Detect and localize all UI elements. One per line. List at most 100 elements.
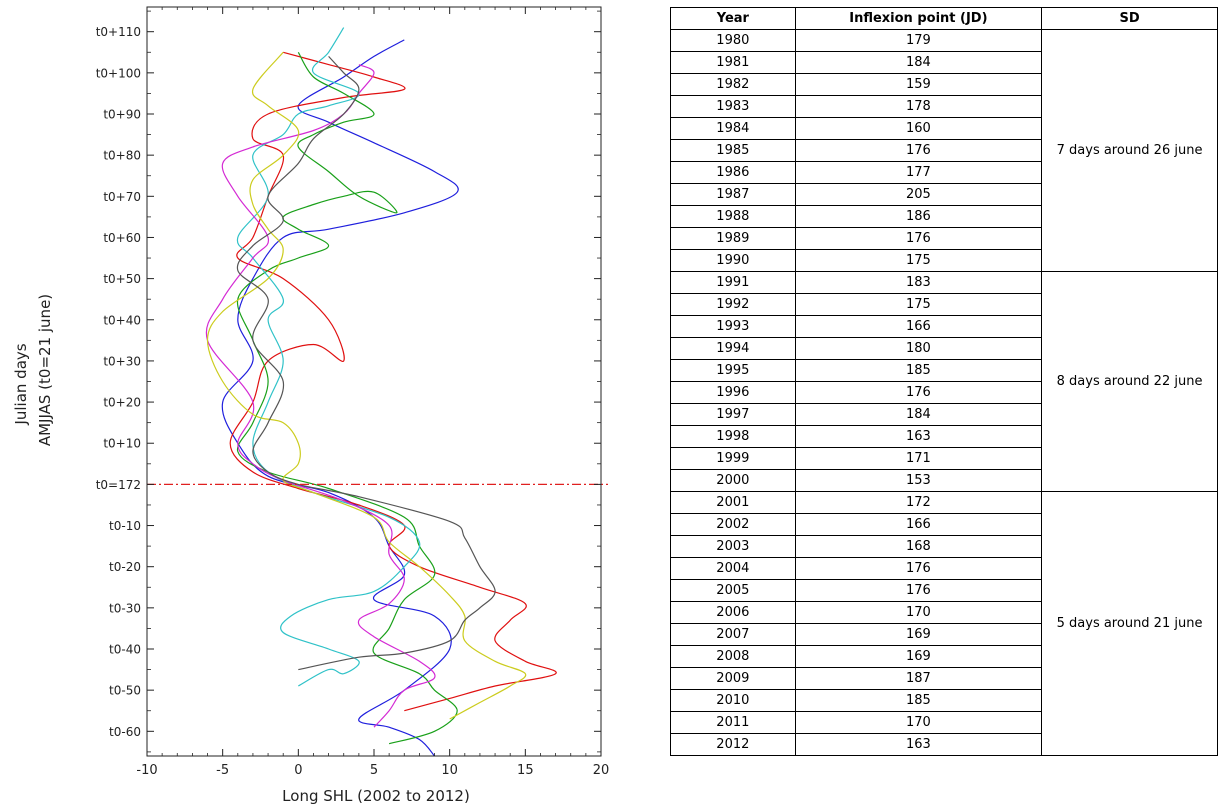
sd-group-cell: 8 days around 22 june [1041, 271, 1218, 492]
y-tick-label: t0=172 [96, 478, 141, 492]
year-cell: 1996 [670, 381, 796, 404]
y-tick-label: t0-20 [109, 560, 141, 574]
table-row: 2010 185 [670, 689, 1218, 712]
inflexion-point-cell: 166 [794, 315, 1043, 338]
y-tick-label: t0-10 [109, 519, 141, 533]
y-tick-label: t0-50 [109, 684, 141, 698]
year-cell: 1984 [670, 117, 796, 140]
y-tick-label: t0+50 [103, 272, 141, 286]
header-inflexion-point: Inflexion point (JD) [794, 7, 1043, 30]
table-row: 2007 169 [670, 623, 1218, 646]
sd-group-cell: 7 days around 26 june [1041, 29, 1218, 272]
x-axis-label: Long SHL (2002 to 2012) [282, 787, 470, 805]
year-cell: 1993 [670, 315, 796, 338]
year-cell: 1992 [670, 293, 796, 316]
table-row: 1993 166 [670, 315, 1218, 338]
inflexion-point-cell: 160 [794, 117, 1043, 140]
inflexion-point-cell: 176 [794, 381, 1043, 404]
y-tick-label: t0+80 [103, 149, 141, 163]
inflexion-point-cell: 166 [794, 513, 1043, 536]
table-row: 1987 205 [670, 183, 1218, 206]
year-cell: 1990 [670, 249, 796, 272]
year-cell: 1982 [670, 73, 796, 96]
y-axis-label-line2: AMJJAS (t0=21 june) [36, 294, 54, 446]
inflexion-point-cell: 159 [794, 73, 1043, 96]
table-row: 1991 183 8 days around 22 june [670, 271, 1218, 492]
year-cell: 2002 [670, 513, 796, 536]
table-row: 2003 168 [670, 535, 1218, 558]
inflexion-point-cell: 169 [794, 645, 1043, 668]
sd-group-cell: 5 days around 21 june [1041, 491, 1218, 756]
table-row: 1983 178 [670, 95, 1218, 118]
inflexion-point-cell: 186 [794, 205, 1043, 228]
year-cell: 1995 [670, 359, 796, 382]
year-cell: 1998 [670, 425, 796, 448]
table-row: 1990 175 [670, 249, 1218, 272]
inflexion-point-cell: 172 [794, 491, 1043, 514]
table-row: 1981 184 [670, 51, 1218, 74]
year-cell: 1985 [670, 139, 796, 162]
table-row: 2009 187 [670, 667, 1218, 690]
table-row: 1996 176 [670, 381, 1218, 404]
y-tick-label: t0+100 [96, 66, 141, 80]
inflexion-point-cell: 170 [794, 601, 1043, 624]
series-line-6 [206, 51, 527, 720]
axes-layer: -10 -5 0 5 10 15 20 t0+110 t0+100 t0+90 t0+80 t0+70… [96, 6, 610, 778]
year-cell: 1981 [670, 51, 796, 74]
inflexion-point-cell: 153 [794, 469, 1043, 492]
y-tick-label: t0+10 [103, 437, 141, 451]
inflexion-point-cell: 187 [794, 667, 1043, 690]
series-line-3 [236, 51, 458, 745]
y-tick-label: t0+60 [103, 231, 141, 245]
series-line-4 [236, 27, 421, 687]
inflexion-point-cell: 185 [794, 359, 1043, 382]
inflexion-point-cell: 163 [794, 733, 1043, 756]
series-line-1 [221, 39, 459, 756]
y-tick-label: t0-30 [109, 601, 141, 615]
inflexion-point-cell: 184 [794, 51, 1043, 74]
inflexion-point-cell: 170 [794, 711, 1043, 734]
header-sd: SD [1041, 7, 1218, 30]
year-cell: 1988 [670, 205, 796, 228]
table-row: 2011 170 [670, 711, 1218, 734]
x-tick-label: 15 [517, 763, 534, 778]
y-tick-label: t0+30 [103, 354, 141, 368]
inflexion-point-cell: 205 [794, 183, 1043, 206]
inflexion-point-cell: 175 [794, 293, 1043, 316]
year-cell: 2001 [670, 491, 796, 514]
series-line-5 [205, 64, 436, 728]
year-cell: 1989 [670, 227, 796, 250]
inflexion-point-cell: 177 [794, 161, 1043, 184]
series-layer [205, 27, 557, 756]
inflexion-point-cell: 176 [794, 557, 1043, 580]
y-tick-label: t0-40 [109, 643, 141, 657]
inflexion-point-cell: 168 [794, 535, 1043, 558]
inflexion-point-cell: 176 [794, 139, 1043, 162]
y-tick-label: t0+40 [103, 313, 141, 327]
table-row: 1984 160 [670, 117, 1218, 140]
inflexion-point-table: Year Inflexion point (JD) SD 1980 179 7 da… [670, 7, 1218, 756]
table-row: 1988 186 [670, 205, 1218, 228]
x-tick-label: 20 [593, 763, 610, 778]
table-row: 1995 185 [670, 359, 1218, 382]
year-cell: 2011 [670, 711, 796, 734]
year-cell: 2005 [670, 579, 796, 602]
inflexion-point-cell: 179 [794, 29, 1043, 52]
year-cell: 2000 [670, 469, 796, 492]
table-row: 2004 176 [670, 557, 1218, 580]
y-tick-label: t0+20 [103, 396, 141, 410]
inflexion-point-cell: 175 [794, 249, 1043, 272]
table-row: 1997 184 [670, 403, 1218, 426]
table-header-row: Year Inflexion point (JD) SD [670, 7, 1218, 30]
year-cell: 1997 [670, 403, 796, 426]
inflexion-point-cell: 169 [794, 623, 1043, 646]
header-year: Year [670, 7, 796, 30]
year-cell: 1999 [670, 447, 796, 470]
year-cell: 2007 [670, 623, 796, 646]
inflexion-point-cell: 163 [794, 425, 1043, 448]
year-cell: 1980 [670, 29, 796, 52]
table-row: 1999 171 [670, 447, 1218, 470]
table-row: 2005 176 [670, 579, 1218, 602]
table-row: 2001 172 5 days around 21 june [670, 491, 1218, 756]
table-row: 1980 179 7 days around 26 june [670, 29, 1218, 272]
